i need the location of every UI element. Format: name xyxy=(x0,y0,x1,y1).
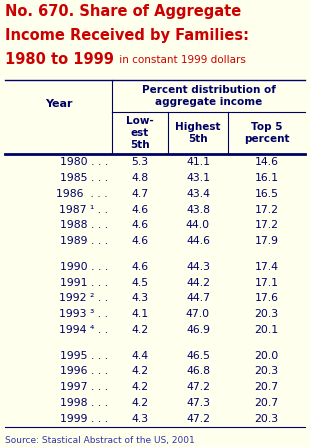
Text: in constant 1999 dollars: in constant 1999 dollars xyxy=(116,55,246,65)
Text: Year: Year xyxy=(45,99,72,109)
Text: 1980 to 1999: 1980 to 1999 xyxy=(5,52,114,67)
Text: 1987 ¹ . .: 1987 ¹ . . xyxy=(59,205,108,215)
Text: 1980 . . .: 1980 . . . xyxy=(60,157,108,167)
Text: 20.7: 20.7 xyxy=(255,382,279,392)
Text: 46.8: 46.8 xyxy=(186,367,210,376)
Text: 20.7: 20.7 xyxy=(255,398,279,408)
Text: 5.3: 5.3 xyxy=(131,157,148,167)
Text: 1992 ² . .: 1992 ² . . xyxy=(59,293,108,304)
Text: 1994 ⁴ . .: 1994 ⁴ . . xyxy=(59,325,108,335)
Text: 1990 . . .: 1990 . . . xyxy=(60,261,108,272)
Text: 20.3: 20.3 xyxy=(255,367,279,376)
Text: 4.8: 4.8 xyxy=(131,173,148,183)
Text: Top 5
percent: Top 5 percent xyxy=(244,122,289,144)
Text: 47.3: 47.3 xyxy=(186,398,210,408)
Text: No. 670. Share of Aggregate: No. 670. Share of Aggregate xyxy=(5,4,241,19)
Text: 44.3: 44.3 xyxy=(186,261,210,272)
Text: Percent distribution of
aggregate income: Percent distribution of aggregate income xyxy=(142,85,276,107)
Text: 1999 . . .: 1999 . . . xyxy=(60,414,108,424)
Text: 1986  . . .: 1986 . . . xyxy=(56,189,108,198)
Text: 16.5: 16.5 xyxy=(255,189,278,198)
Text: 41.1: 41.1 xyxy=(186,157,210,167)
Text: 1989 . . .: 1989 . . . xyxy=(60,236,108,246)
Text: 4.3: 4.3 xyxy=(131,414,148,424)
Text: 44.6: 44.6 xyxy=(186,236,210,246)
Text: 1996 . . .: 1996 . . . xyxy=(60,367,108,376)
Text: 4.1: 4.1 xyxy=(131,309,148,319)
Text: 1988 . . .: 1988 . . . xyxy=(60,220,108,230)
Text: 47.2: 47.2 xyxy=(186,382,210,392)
Text: 17.6: 17.6 xyxy=(255,293,278,304)
Text: 14.6: 14.6 xyxy=(255,157,278,167)
Text: 44.0: 44.0 xyxy=(186,220,210,230)
Text: Source: Stastical Abstract of the US, 2001: Source: Stastical Abstract of the US, 20… xyxy=(5,436,195,445)
Text: 17.2: 17.2 xyxy=(255,220,278,230)
Text: 46.5: 46.5 xyxy=(186,350,210,361)
Text: 1998 . . .: 1998 . . . xyxy=(60,398,108,408)
Text: 1991 . . .: 1991 . . . xyxy=(60,278,108,287)
Text: 43.8: 43.8 xyxy=(186,205,210,215)
Text: Highest
5th: Highest 5th xyxy=(175,122,221,144)
Text: 4.2: 4.2 xyxy=(131,382,148,392)
Text: 4.7: 4.7 xyxy=(131,189,148,198)
Text: 20.1: 20.1 xyxy=(255,325,279,335)
Text: 1985 . . .: 1985 . . . xyxy=(60,173,108,183)
Text: 17.9: 17.9 xyxy=(255,236,278,246)
Text: 20.3: 20.3 xyxy=(255,309,279,319)
Text: Income Received by Families:: Income Received by Families: xyxy=(5,28,249,43)
Text: 4.3: 4.3 xyxy=(131,293,148,304)
Text: 20.0: 20.0 xyxy=(255,350,279,361)
Text: 44.2: 44.2 xyxy=(186,278,210,287)
Text: 4.5: 4.5 xyxy=(131,278,148,287)
Text: 16.1: 16.1 xyxy=(255,173,278,183)
Text: 17.1: 17.1 xyxy=(255,278,278,287)
Text: 1995 . . .: 1995 . . . xyxy=(60,350,108,361)
Text: 4.2: 4.2 xyxy=(131,398,148,408)
Text: 4.2: 4.2 xyxy=(131,325,148,335)
Text: 4.2: 4.2 xyxy=(131,367,148,376)
Text: 44.7: 44.7 xyxy=(186,293,210,304)
Text: Low-
est
5th: Low- est 5th xyxy=(126,116,154,150)
Text: 20.3: 20.3 xyxy=(255,414,279,424)
Text: 4.6: 4.6 xyxy=(131,236,148,246)
Text: 43.1: 43.1 xyxy=(186,173,210,183)
Text: 17.4: 17.4 xyxy=(255,261,278,272)
Text: 47.2: 47.2 xyxy=(186,414,210,424)
Text: 4.6: 4.6 xyxy=(131,261,148,272)
Text: 43.4: 43.4 xyxy=(186,189,210,198)
Text: 4.4: 4.4 xyxy=(131,350,148,361)
Text: 17.2: 17.2 xyxy=(255,205,278,215)
Text: 4.6: 4.6 xyxy=(131,220,148,230)
Text: 1993 ³ . .: 1993 ³ . . xyxy=(59,309,108,319)
Text: 47.0: 47.0 xyxy=(186,309,210,319)
Text: 4.6: 4.6 xyxy=(131,205,148,215)
Text: 1997 . . .: 1997 . . . xyxy=(60,382,108,392)
Text: 46.9: 46.9 xyxy=(186,325,210,335)
